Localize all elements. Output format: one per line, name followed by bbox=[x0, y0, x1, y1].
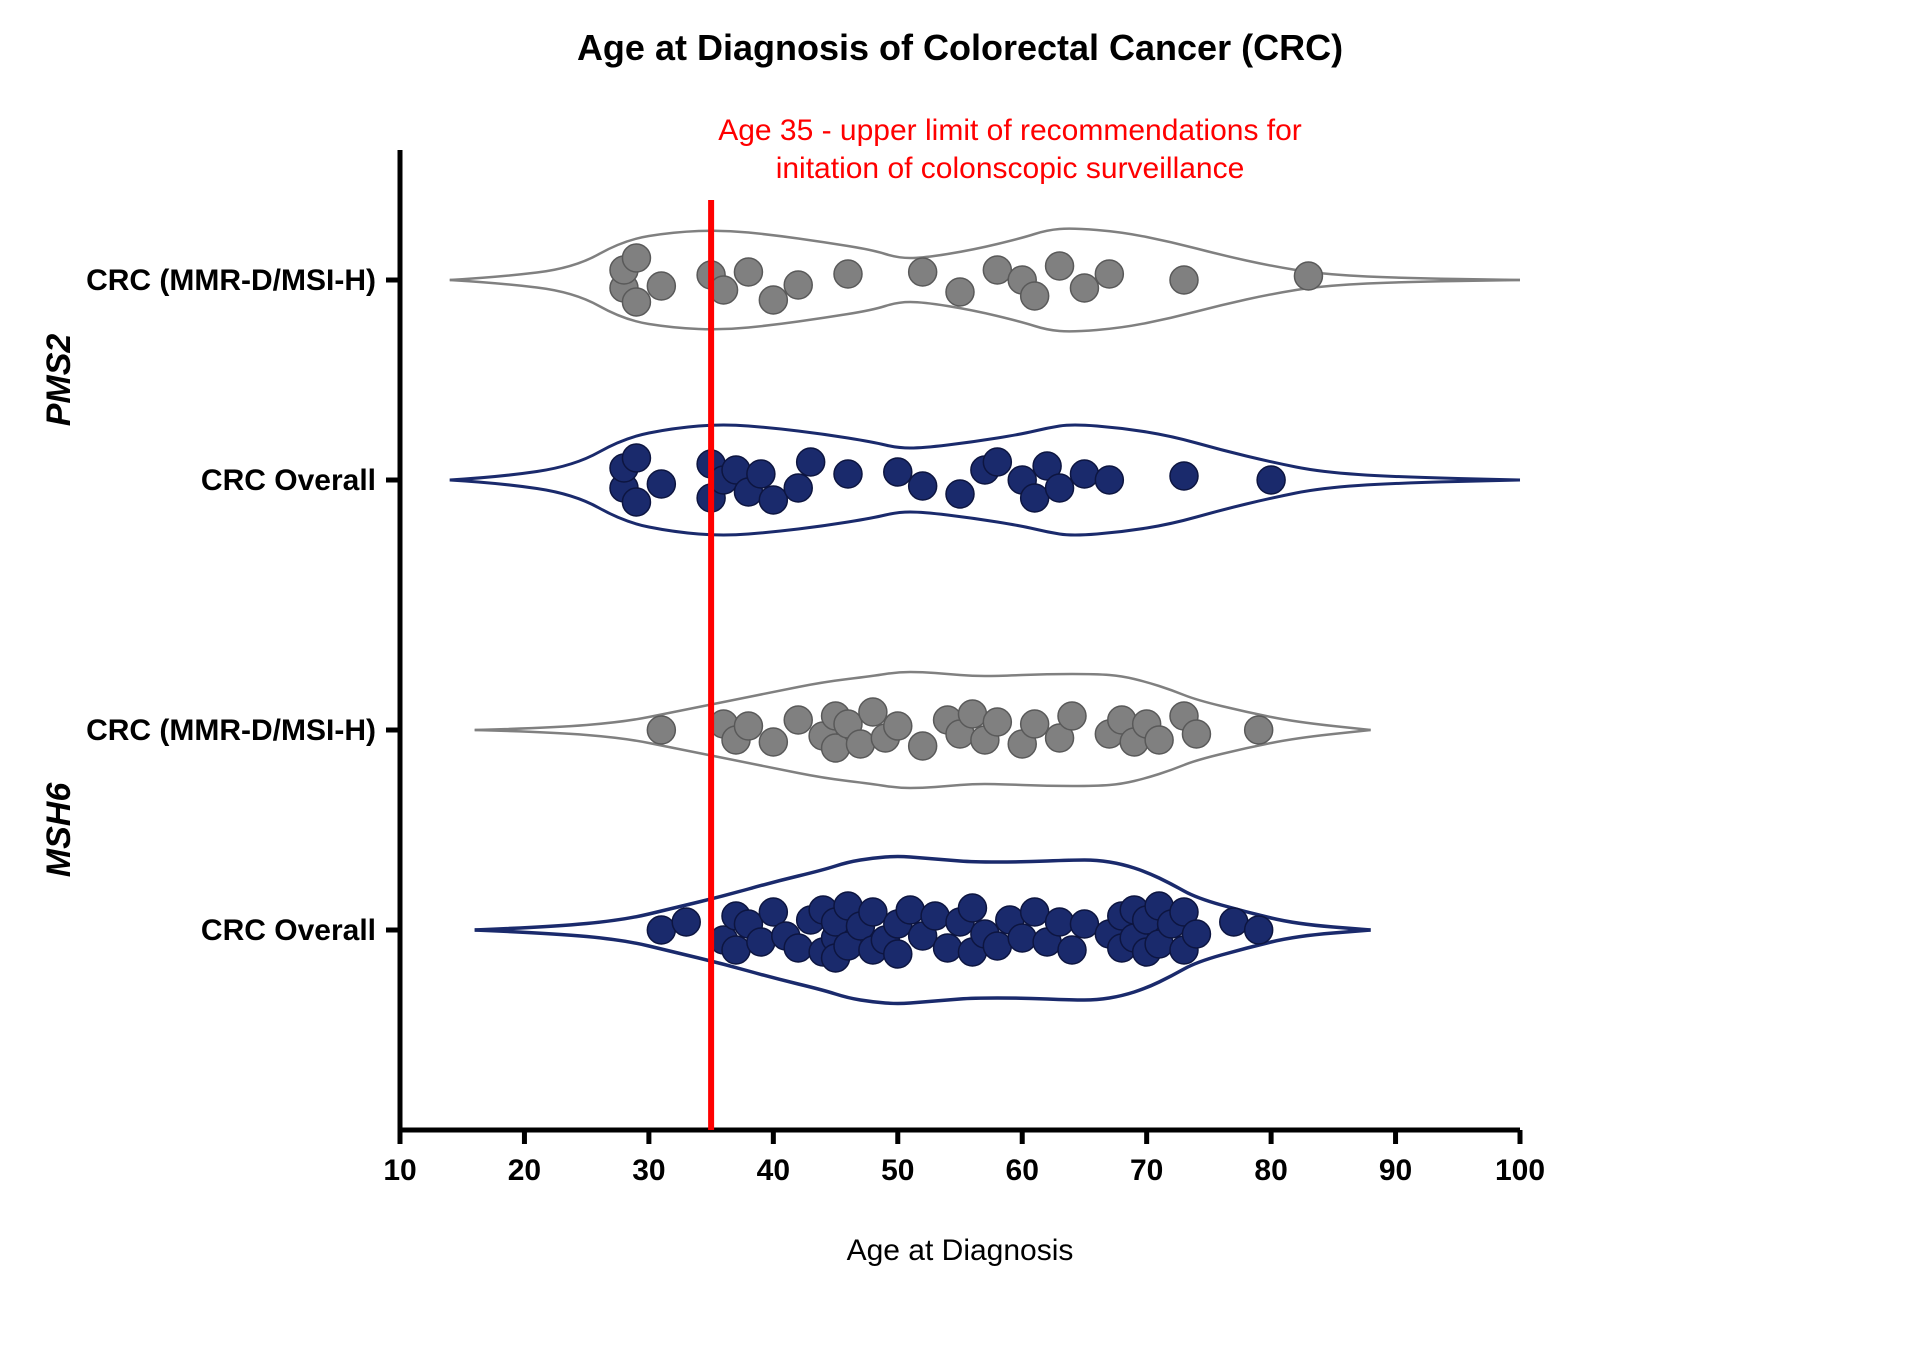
data-point bbox=[1095, 260, 1123, 288]
data-point bbox=[884, 940, 912, 968]
x-tick-label: 90 bbox=[1379, 1154, 1412, 1187]
data-point bbox=[958, 700, 986, 728]
data-point bbox=[1058, 702, 1086, 730]
data-point bbox=[1070, 910, 1098, 938]
data-point bbox=[1182, 920, 1210, 948]
data-point bbox=[734, 258, 762, 286]
data-point bbox=[622, 444, 650, 472]
data-point bbox=[1257, 466, 1285, 494]
data-point bbox=[672, 908, 700, 936]
data-point bbox=[647, 916, 675, 944]
data-point bbox=[1095, 466, 1123, 494]
data-point bbox=[622, 288, 650, 316]
data-point bbox=[759, 728, 787, 756]
data-point bbox=[622, 244, 650, 272]
data-point bbox=[747, 928, 775, 956]
data-point bbox=[784, 706, 812, 734]
data-point bbox=[1245, 916, 1273, 944]
data-point bbox=[1170, 266, 1198, 294]
group-label-pms2: PMS2 bbox=[40, 334, 78, 427]
data-point bbox=[1021, 484, 1049, 512]
data-point bbox=[784, 271, 812, 299]
plot-area: 10 20 30 40 50 60 70 80 90 100 CRC (MMR-D/MSI-H) CR… bbox=[40, 114, 1545, 1187]
data-point bbox=[846, 730, 874, 758]
data-point bbox=[1021, 710, 1049, 738]
x-tick-label: 30 bbox=[632, 1154, 665, 1187]
chart-svg: Age at Diagnosis of Colorectal Cancer (C… bbox=[0, 0, 1920, 1350]
reference-annotation-line1: Age 35 - upper limit of recommendations … bbox=[718, 114, 1302, 147]
y-category-label: CRC (MMR-D/MSI-H) bbox=[86, 714, 376, 747]
data-point bbox=[1070, 460, 1098, 488]
data-point bbox=[1145, 726, 1173, 754]
data-point bbox=[797, 448, 825, 476]
y-category-label: CRC Overall bbox=[201, 914, 376, 947]
data-point bbox=[784, 934, 812, 962]
data-point bbox=[1245, 716, 1273, 744]
violin-outline-top bbox=[475, 672, 1371, 730]
data-point bbox=[1021, 282, 1049, 310]
data-point bbox=[909, 732, 937, 760]
data-point bbox=[983, 932, 1011, 960]
data-point bbox=[1046, 252, 1074, 280]
x-tick-label: 50 bbox=[881, 1154, 914, 1187]
data-point bbox=[1070, 274, 1098, 302]
data-point bbox=[759, 286, 787, 314]
data-point bbox=[759, 486, 787, 514]
y-category-label: CRC Overall bbox=[201, 464, 376, 497]
data-point bbox=[1021, 898, 1049, 926]
x-tick-label: 70 bbox=[1130, 1154, 1163, 1187]
data-point bbox=[734, 712, 762, 740]
data-point bbox=[884, 712, 912, 740]
data-point bbox=[859, 698, 887, 726]
x-tick-label: 60 bbox=[1006, 1154, 1039, 1187]
data-point bbox=[909, 472, 937, 500]
data-point bbox=[784, 474, 812, 502]
data-point bbox=[958, 894, 986, 922]
data-point bbox=[1182, 720, 1210, 748]
data-point bbox=[1008, 924, 1036, 952]
x-tick-label: 10 bbox=[383, 1154, 416, 1187]
data-point bbox=[896, 896, 924, 924]
group-label-msh6: MSH6 bbox=[40, 782, 78, 878]
data-point bbox=[884, 458, 912, 486]
data-point bbox=[622, 488, 650, 516]
data-point bbox=[722, 936, 750, 964]
data-point bbox=[1220, 908, 1248, 936]
data-point bbox=[983, 256, 1011, 284]
x-tick-label: 80 bbox=[1254, 1154, 1287, 1187]
x-tick-label: 100 bbox=[1495, 1154, 1545, 1187]
data-point bbox=[1058, 936, 1086, 964]
data-point bbox=[983, 448, 1011, 476]
x-axis-label: Age at Diagnosis bbox=[847, 1234, 1074, 1267]
data-point bbox=[1046, 474, 1074, 502]
chart-title: Age at Diagnosis of Colorectal Cancer (C… bbox=[577, 27, 1343, 68]
data-point bbox=[834, 460, 862, 488]
data-point bbox=[647, 470, 675, 498]
data-point bbox=[1170, 462, 1198, 490]
data-point bbox=[1046, 908, 1074, 936]
data-point bbox=[946, 480, 974, 508]
data-point bbox=[859, 898, 887, 926]
x-tick-label: 40 bbox=[757, 1154, 790, 1187]
data-point bbox=[1294, 262, 1322, 290]
data-point bbox=[946, 278, 974, 306]
data-point bbox=[834, 260, 862, 288]
reference-annotation-line2: initation of colonscopic surveillance bbox=[776, 152, 1245, 185]
data-point bbox=[747, 460, 775, 488]
y-category-label: CRC (MMR-D/MSI-H) bbox=[86, 264, 376, 297]
data-point bbox=[647, 716, 675, 744]
x-tick-label: 20 bbox=[508, 1154, 541, 1187]
data-point bbox=[921, 902, 949, 930]
data-point bbox=[983, 708, 1011, 736]
chart-container: Age at Diagnosis of Colorectal Cancer (C… bbox=[0, 0, 1920, 1350]
data-point bbox=[647, 272, 675, 300]
data-point bbox=[934, 934, 962, 962]
data-point bbox=[909, 258, 937, 286]
